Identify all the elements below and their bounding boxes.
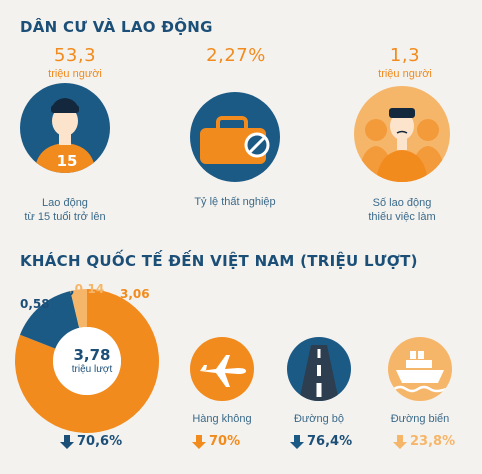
unemployment-caption: Tỷ lệ thất nghiệp: [194, 196, 276, 208]
underemployed-caption-line1: Số lao động: [372, 197, 432, 209]
transport-change-road-value: 76,4%: [307, 434, 353, 449]
transport-change-road: 76,4%: [290, 434, 352, 449]
donut-slice-2: [70, 289, 87, 328]
down-arrow-icon: [192, 434, 206, 449]
donut-label-sea: 0,14: [74, 282, 105, 296]
visitors-donut-chart: [12, 286, 162, 436]
labor-force-caption-line1: Lao động: [42, 197, 88, 209]
section-title-visitors: KHÁCH QUỐC TẾ ĐẾN VIỆT NAM (TRIỆU LƯỢT): [20, 252, 418, 270]
underemployed-caption-line2: thiếu việc làm: [368, 211, 436, 223]
road-icon: [287, 337, 351, 401]
donut-total-unit: triệu lượt: [71, 364, 113, 375]
ship-icon: [388, 337, 452, 401]
underemployed-value: 1,3: [389, 45, 421, 66]
donut-label-air: 3,06: [120, 287, 150, 301]
down-arrow-icon: [393, 434, 407, 449]
donut-slice-0: [14, 289, 159, 433]
labor-force-caption: Lao động từ 15 tuổi trở lên: [10, 196, 120, 224]
underemployed-people-icon: [354, 86, 450, 182]
underemployed-caption: Số lao động thiếu việc làm: [347, 196, 457, 224]
donut-label-separator: ,: [70, 282, 75, 296]
shirt-number: 15: [56, 152, 78, 170]
underemployed-unit: triệu người: [378, 68, 432, 80]
down-arrow-icon: [290, 434, 304, 449]
transport-change-air-value: 70%: [209, 434, 241, 449]
donut-svg: [14, 289, 159, 433]
donut-total-value: 3,78: [73, 346, 111, 364]
airplane-icon: [190, 337, 254, 401]
briefcase-icon: [190, 92, 280, 182]
donut-label-road: 0,58: [20, 297, 50, 311]
labor-force-unit: triệu người: [48, 68, 102, 80]
transport-label-sea: Đường biển: [390, 413, 450, 425]
donut-change-value: 70,6%: [77, 434, 123, 449]
donut-label-sea-wrap: ,0,14: [70, 282, 104, 296]
section-title-population: DÂN CƯ VÀ LAO ĐỘNG: [20, 18, 213, 36]
unemployment-rate-value: 2,27%: [206, 45, 266, 66]
labor-force-value: 53,3: [53, 45, 97, 66]
labor-force-caption-line2: từ 15 tuổi trở lên: [24, 211, 106, 223]
donut-slice-1: [19, 290, 80, 349]
down-arrow-icon: [60, 434, 74, 449]
transport-change-sea-value: 23,8%: [410, 434, 456, 449]
transport-change-air: 70%: [192, 434, 240, 449]
worker-avatar-icon: [20, 83, 110, 173]
transport-label-air: Hàng không: [192, 413, 252, 425]
transport-label-road: Đường bộ: [293, 413, 345, 425]
transport-change-sea: 23,8%: [393, 434, 455, 449]
donut-center: [53, 327, 121, 395]
donut-change: 70,6%: [60, 434, 122, 449]
